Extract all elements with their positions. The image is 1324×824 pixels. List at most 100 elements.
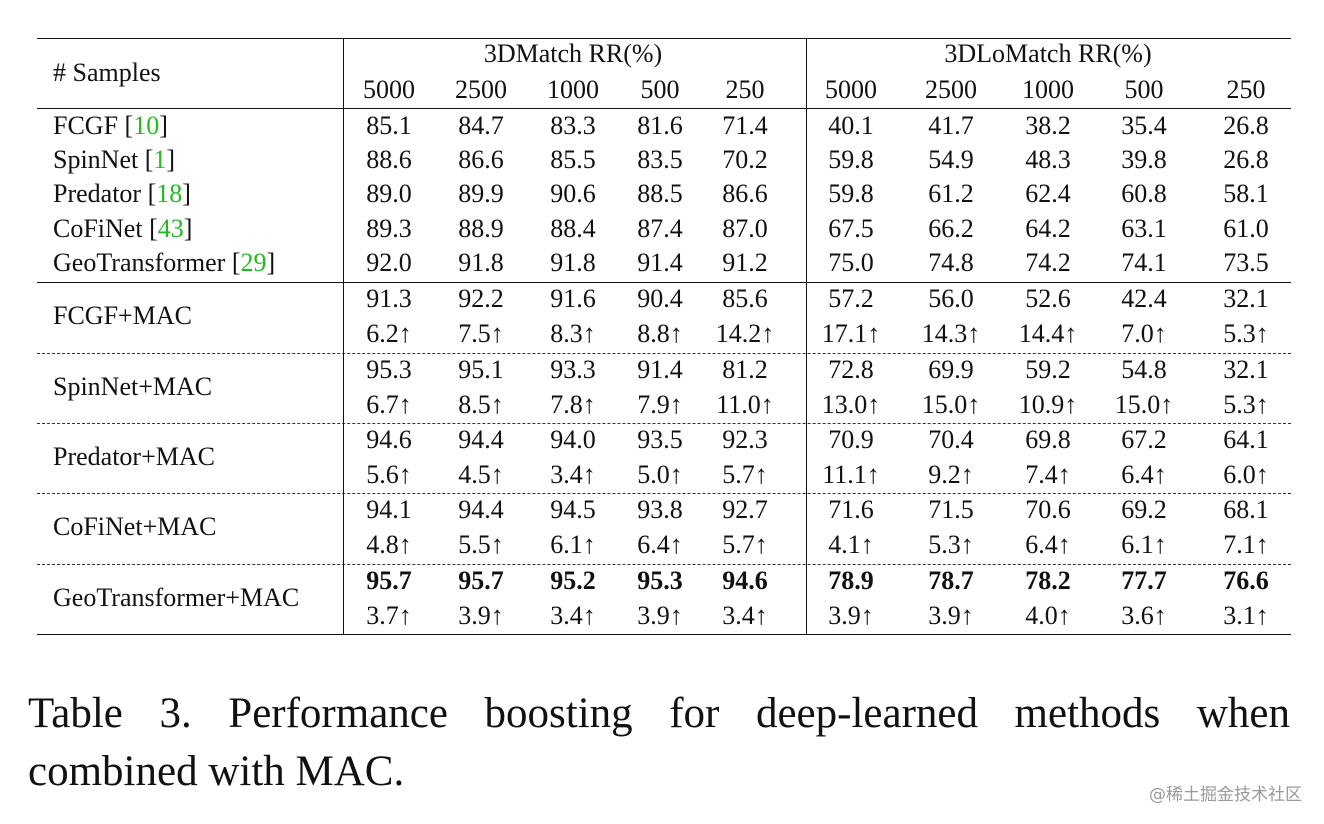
gain-cell: 3.9↑ (828, 601, 874, 630)
gain-cell: 14.2↑ (715, 319, 775, 348)
gain-cell: 5.7↑ (722, 460, 768, 489)
table-cell: 74.8 (928, 248, 974, 277)
table-cell: 94.1 (366, 495, 412, 524)
sample-size-header: 1000 (547, 75, 599, 104)
rule-top (37, 38, 1291, 39)
results-table: # Samples 3DMatch RR(%) 3DLoMatch RR(%) 500… (37, 38, 1291, 635)
table-caption: Table 3. Performance boosting for deep-l… (28, 685, 1290, 801)
method-name: SpinNet [1] (53, 145, 176, 174)
table-cell: 63.1 (1121, 214, 1167, 243)
rule-dashed (37, 423, 1291, 424)
table-cell: 38.2 (1025, 111, 1071, 140)
table-cell: 81.6 (637, 111, 683, 140)
gain-cell: 11.0↑ (716, 390, 774, 419)
table-cell: 39.8 (1121, 145, 1167, 174)
table-cell: 70.6 (1025, 495, 1071, 524)
table-cell: 61.2 (928, 179, 974, 208)
rule-dashed (37, 564, 1291, 565)
gain-cell: 3.6↑ (1121, 601, 1167, 630)
table-cell: 70.4 (928, 425, 974, 454)
gain-cell: 7.0↑ (1121, 319, 1167, 348)
gain-cell: 5.7↑ (722, 530, 768, 559)
gain-cell: 6.1↑ (1121, 530, 1167, 559)
method-name: SpinNet+MAC (53, 372, 213, 401)
table-cell: 42.4 (1121, 284, 1167, 313)
table-cell: 26.8 (1223, 111, 1269, 140)
gain-cell: 14.3↑ (921, 319, 981, 348)
method-name: Predator [18] (53, 179, 191, 208)
sample-size-header: 5000 (363, 75, 415, 104)
gain-cell: 6.4↑ (1025, 530, 1071, 559)
gain-cell: 4.1↑ (828, 530, 874, 559)
gain-cell: 15.0↑ (921, 390, 981, 419)
gain-cell: 9.2↑ (928, 460, 974, 489)
gain-cell: 5.0↑ (637, 460, 683, 489)
sample-size-header: 250 (1226, 75, 1266, 104)
table-cell: 81.2 (722, 355, 768, 384)
table-cell: 64.1 (1223, 425, 1269, 454)
table-cell: 72.8 (828, 355, 874, 384)
table-cell: 78.9 (828, 566, 874, 595)
table-cell: 94.0 (550, 425, 596, 454)
table-cell: 64.2 (1025, 214, 1071, 243)
table-cell: 48.3 (1025, 145, 1071, 174)
table-cell: 70.9 (828, 425, 874, 454)
table-cell: 88.4 (550, 214, 596, 243)
table-cell: 66.2 (928, 214, 974, 243)
gain-cell: 6.2↑ (366, 319, 412, 348)
table-cell: 85.6 (722, 284, 768, 313)
table-cell: 86.6 (722, 179, 768, 208)
group-header-3dlomatch: 3DLoMatch RR(%) (944, 39, 1152, 68)
table-cell: 94.6 (366, 425, 412, 454)
table-cell: 69.2 (1121, 495, 1167, 524)
gain-cell: 3.4↑ (550, 460, 596, 489)
citation-link[interactable]: 43 (157, 214, 184, 243)
table-cell: 87.0 (722, 214, 768, 243)
table-cell: 88.9 (458, 214, 504, 243)
table-cell: 93.8 (637, 495, 683, 524)
table-cell: 69.9 (928, 355, 974, 384)
table-cell: 35.4 (1121, 111, 1167, 140)
group-header-3dmatch: 3DMatch RR(%) (483, 39, 663, 68)
gain-cell: 17.1↑ (821, 319, 881, 348)
sample-size-header: 500 (640, 75, 680, 104)
table-cell: 32.1 (1223, 355, 1269, 384)
table-cell: 95.7 (366, 566, 412, 595)
table-cell: 93.5 (637, 425, 683, 454)
gain-cell: 10.9↑ (1018, 390, 1078, 419)
gain-cell: 14.4↑ (1018, 319, 1078, 348)
method-name: FCGF [10] (53, 111, 168, 140)
table-cell: 95.3 (366, 355, 412, 384)
gain-cell: 6.7↑ (366, 390, 412, 419)
method-name: FCGF+MAC (53, 301, 192, 330)
table-cell: 88.5 (637, 179, 683, 208)
gain-cell: 5.3↑ (928, 530, 974, 559)
citation-link[interactable]: 1 (153, 145, 167, 174)
gain-cell: 8.3↑ (550, 319, 596, 348)
gain-cell: 6.0↑ (1223, 460, 1269, 489)
citation-link[interactable]: 29 (240, 248, 267, 277)
table-cell: 78.7 (928, 566, 974, 595)
rule-baselines-bottom (37, 282, 1291, 283)
table-cell: 86.6 (458, 145, 504, 174)
table-cell: 85.1 (366, 111, 412, 140)
method-name: CoFiNet+MAC (53, 512, 217, 541)
table-cell: 54.9 (928, 145, 974, 174)
gain-cell: 3.9↑ (458, 601, 504, 630)
table-cell: 59.2 (1025, 355, 1071, 384)
citation-link[interactable]: 18 (156, 179, 183, 208)
table-cell: 52.6 (1025, 284, 1071, 313)
gain-cell: 5.3↑ (1223, 319, 1269, 348)
table-cell: 60.8 (1121, 179, 1167, 208)
citation-link[interactable]: 10 (133, 111, 160, 140)
rule-dashed (37, 353, 1291, 354)
table-cell: 88.6 (366, 145, 412, 174)
sample-size-header: 1000 (1022, 75, 1074, 104)
table-cell: 90.6 (550, 179, 596, 208)
gain-cell: 15.0↑ (1114, 390, 1174, 419)
table-cell: 84.7 (458, 111, 504, 140)
gain-cell: 4.8↑ (366, 530, 412, 559)
table-cell: 75.0 (828, 248, 874, 277)
gain-cell: 3.9↑ (637, 601, 683, 630)
table-cell: 62.4 (1025, 179, 1071, 208)
